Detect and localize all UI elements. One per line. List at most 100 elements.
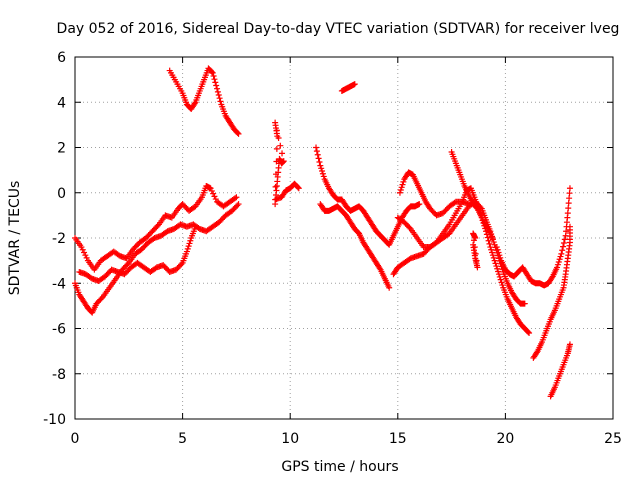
data-point bbox=[273, 145, 280, 152]
data-point bbox=[212, 196, 219, 203]
data-point bbox=[234, 130, 241, 137]
data-point bbox=[124, 261, 131, 268]
data-point bbox=[274, 133, 281, 140]
data-point bbox=[473, 257, 480, 264]
series-track-i bbox=[390, 198, 528, 307]
y-tick-label: -10 bbox=[43, 412, 66, 428]
data-point bbox=[472, 235, 479, 241]
data-point bbox=[483, 228, 490, 235]
data-point bbox=[78, 244, 85, 251]
y-tick-label: -4 bbox=[52, 276, 66, 292]
data-point bbox=[399, 181, 406, 188]
series-track-a bbox=[72, 182, 240, 273]
data-point bbox=[83, 254, 90, 261]
data-point bbox=[472, 250, 479, 257]
data-point bbox=[184, 245, 191, 252]
data-point bbox=[213, 82, 220, 89]
data-point bbox=[319, 168, 326, 175]
data-point bbox=[492, 260, 499, 267]
x-tick-label: 25 bbox=[604, 431, 622, 447]
data-point bbox=[555, 258, 562, 265]
data-point bbox=[187, 237, 194, 244]
data-point bbox=[313, 144, 320, 151]
data-point bbox=[560, 243, 567, 250]
data-point bbox=[234, 202, 241, 209]
data-point bbox=[211, 193, 218, 200]
data-point bbox=[561, 236, 568, 243]
data-point bbox=[489, 249, 496, 256]
data-point bbox=[313, 148, 320, 155]
data-point bbox=[479, 217, 486, 224]
x-tick-label: 5 bbox=[178, 431, 187, 447]
data-point bbox=[533, 349, 540, 356]
data-point bbox=[493, 263, 500, 270]
data-point bbox=[183, 248, 190, 255]
data-point bbox=[493, 244, 500, 251]
data-point bbox=[526, 330, 533, 337]
series-track-f bbox=[272, 119, 302, 208]
y-tick-label: 0 bbox=[57, 186, 66, 202]
series-track-c bbox=[76, 223, 199, 284]
data-point bbox=[235, 201, 242, 208]
data-point bbox=[471, 244, 478, 251]
data-point bbox=[474, 264, 481, 271]
data-point bbox=[560, 239, 567, 246]
data-point bbox=[487, 244, 494, 251]
y-tick-label: -6 bbox=[52, 322, 66, 338]
data-point bbox=[495, 271, 502, 278]
series-track-k bbox=[396, 169, 472, 219]
data-point bbox=[376, 265, 383, 272]
data-point bbox=[556, 256, 563, 263]
axes: 0 5 10 15 20 25 -10 -8 -6 -4 -2 0 2 4 6 bbox=[43, 50, 622, 447]
data-point bbox=[208, 68, 215, 75]
series-track-g bbox=[313, 144, 423, 248]
data-point bbox=[486, 240, 493, 247]
data-point bbox=[208, 187, 215, 194]
data-point bbox=[209, 69, 216, 76]
x-tick-label: 10 bbox=[281, 431, 299, 447]
data-point bbox=[211, 76, 218, 83]
data-points bbox=[72, 65, 573, 400]
data-point bbox=[558, 250, 565, 257]
data-point bbox=[217, 98, 224, 105]
data-point bbox=[525, 329, 532, 336]
data-point bbox=[277, 142, 284, 149]
series-track-m bbox=[493, 185, 573, 289]
y-axis-label: SDTVAR / TECUs bbox=[7, 181, 23, 296]
data-point bbox=[315, 155, 322, 162]
data-point bbox=[191, 100, 198, 107]
data-point bbox=[499, 282, 506, 289]
data-point bbox=[497, 276, 504, 283]
series-track-o bbox=[530, 223, 573, 361]
data-point bbox=[488, 246, 495, 253]
data-point bbox=[396, 189, 403, 196]
x-axis-label: GPS time / hours bbox=[281, 459, 398, 475]
data-point bbox=[490, 239, 497, 246]
data-point bbox=[397, 187, 404, 194]
data-point bbox=[210, 190, 217, 197]
data-point bbox=[318, 165, 325, 172]
series-track-h bbox=[317, 201, 393, 291]
data-point bbox=[398, 184, 405, 191]
data-point bbox=[81, 249, 88, 256]
x-tick-label: 0 bbox=[71, 431, 80, 447]
data-point bbox=[319, 170, 326, 177]
data-point bbox=[400, 178, 407, 185]
data-point bbox=[554, 261, 561, 268]
chart-title: Day 052 of 2016, Sidereal Day-to-day VTE… bbox=[57, 21, 620, 37]
data-point bbox=[494, 265, 501, 272]
data-point bbox=[212, 79, 219, 86]
data-point bbox=[320, 173, 327, 180]
data-point bbox=[272, 171, 279, 178]
data-point bbox=[154, 222, 161, 229]
data-point bbox=[559, 247, 566, 254]
data-point bbox=[480, 220, 487, 227]
data-point bbox=[406, 224, 413, 231]
data-point bbox=[554, 264, 561, 271]
series-track-d bbox=[166, 65, 242, 137]
series-track-e bbox=[338, 81, 358, 94]
data-point bbox=[178, 261, 185, 268]
data-point bbox=[272, 183, 279, 190]
data-point bbox=[316, 158, 323, 165]
series-track-b bbox=[72, 201, 242, 316]
